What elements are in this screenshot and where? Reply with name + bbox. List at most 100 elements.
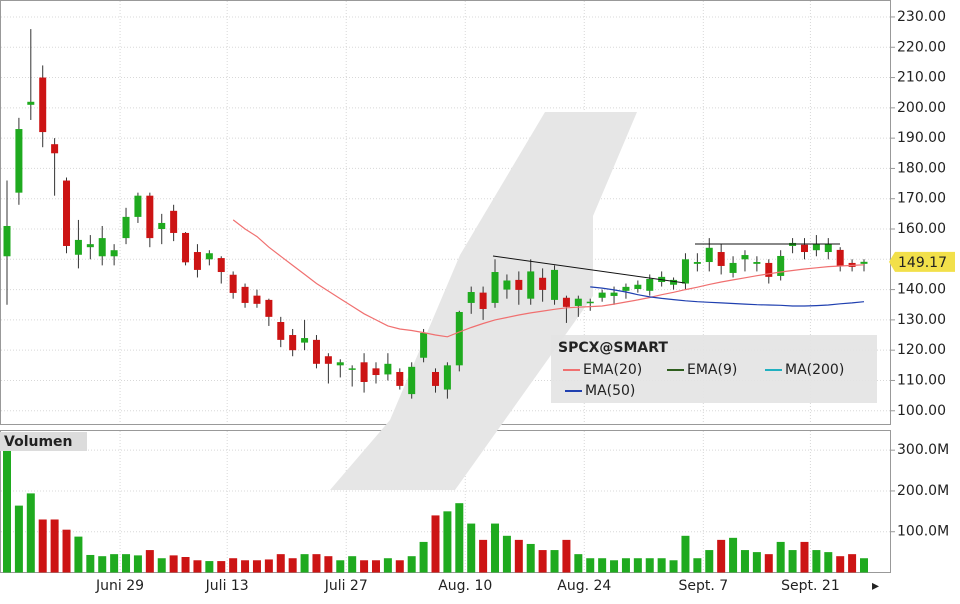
volume-bar — [717, 539, 726, 573]
volume-bar — [205, 561, 214, 573]
candle-body — [610, 292, 618, 296]
y-tick-label: 300.0M — [897, 442, 949, 458]
y-tick-label: 210.00 — [897, 70, 946, 86]
volume-bar — [681, 535, 690, 573]
candle-body — [241, 286, 249, 303]
candle-body — [122, 216, 130, 239]
candle-body — [598, 292, 606, 298]
volume-bar — [562, 539, 571, 573]
volume-bar — [264, 559, 273, 573]
y-tick-label: 140.00 — [897, 282, 946, 298]
volume-bar — [669, 560, 678, 573]
volume-bar — [740, 550, 749, 573]
y-tick-label: 200.00 — [897, 100, 946, 116]
volume-bar — [14, 505, 23, 573]
y-tick-label: 130.00 — [897, 312, 946, 328]
candle-body — [836, 249, 844, 266]
candle-body — [812, 243, 820, 251]
candle-body — [51, 144, 59, 154]
volume-bar — [62, 529, 71, 573]
candle-body — [98, 238, 106, 257]
candle-body — [551, 269, 559, 300]
volume-bar — [645, 558, 654, 573]
last-price-label: 149.17 — [898, 255, 947, 271]
y-tick-label: 160.00 — [897, 221, 946, 237]
candle-body — [586, 301, 594, 304]
volume-bar — [336, 560, 345, 573]
volume-bar — [824, 552, 833, 573]
x-tick-label: Juni 29 — [95, 578, 144, 594]
candle-body — [289, 335, 297, 351]
volume-bar — [86, 554, 95, 573]
volume-bar — [550, 550, 559, 573]
candle-body — [634, 284, 642, 289]
candle-body — [491, 272, 499, 303]
volume-bar — [217, 561, 226, 573]
candle-body — [729, 262, 737, 273]
trend-line — [492, 255, 686, 284]
candle-body — [562, 297, 570, 307]
candle-body — [681, 259, 689, 284]
candle-body — [217, 258, 225, 273]
legend-label: MA(200) — [785, 362, 844, 378]
x-tick-label: Sept. 7 — [678, 578, 728, 594]
candle-body — [384, 363, 392, 375]
candle-body — [193, 252, 201, 270]
volume-bar — [776, 541, 785, 573]
candle-body — [455, 312, 463, 366]
candle-body — [15, 129, 23, 193]
candle-body — [717, 252, 725, 266]
scroll-arrow[interactable]: ▸ — [872, 578, 879, 594]
volume-bar — [479, 539, 488, 573]
candle-body — [622, 286, 630, 291]
volume-bar — [800, 541, 809, 573]
y-tick-label: 230.00 — [897, 9, 946, 25]
candle-body — [860, 261, 868, 264]
candle-body — [396, 371, 404, 386]
candle-body — [527, 271, 535, 299]
candle-body — [182, 232, 190, 263]
last-price-box — [889, 251, 955, 272]
volume-bar — [300, 554, 309, 573]
y-tick-label: 190.00 — [897, 130, 946, 146]
candle-body — [110, 250, 118, 257]
candle-body — [741, 255, 749, 260]
volume-bar — [50, 519, 59, 573]
volume-bar — [586, 558, 595, 573]
y-tick-label: 180.00 — [897, 160, 946, 176]
volume-bar — [788, 550, 797, 573]
volume-bar — [193, 560, 202, 573]
volume-bar — [276, 554, 285, 573]
volume-bar — [538, 550, 547, 573]
volume-bar — [145, 550, 154, 573]
candle-body — [348, 368, 356, 370]
candle-body — [229, 274, 237, 293]
legend-label: EMA(20) — [583, 362, 642, 378]
candle-body — [408, 366, 416, 395]
y-tick-label: 170.00 — [897, 191, 946, 207]
volume-bar — [98, 556, 107, 573]
y-tick-label: 100.0M — [897, 524, 949, 540]
x-tick-label: Aug. 24 — [557, 578, 611, 594]
volume-bar — [241, 560, 250, 573]
volume-bar — [598, 558, 607, 573]
candle-body — [253, 295, 261, 304]
candle-body — [765, 262, 773, 277]
volume-bar — [348, 556, 357, 573]
y-tick-label: 110.00 — [897, 372, 946, 388]
volume-bar — [705, 550, 714, 573]
volume-bar — [633, 558, 642, 573]
volume-bar — [360, 560, 369, 573]
candle-body — [503, 280, 511, 290]
y-tick-label: 120.00 — [897, 342, 946, 358]
volume-bar — [122, 554, 131, 573]
legend-label: MA(50) — [585, 383, 635, 399]
candle-body — [753, 262, 761, 264]
volume-bar — [455, 503, 464, 573]
candle-body — [824, 243, 832, 253]
volume-bar — [657, 558, 666, 573]
indicator-line — [590, 286, 865, 307]
candle-body — [443, 365, 451, 390]
x-tick-label: Juli 13 — [205, 578, 249, 594]
